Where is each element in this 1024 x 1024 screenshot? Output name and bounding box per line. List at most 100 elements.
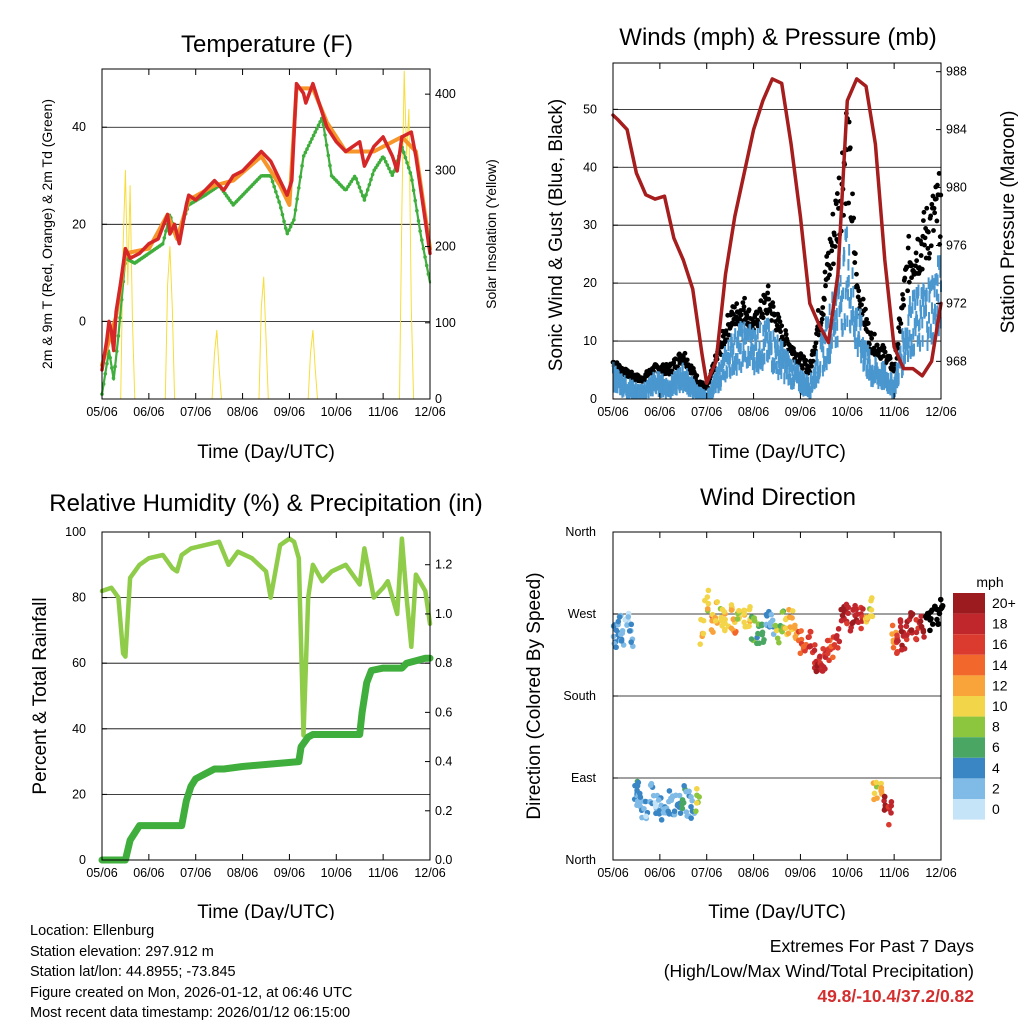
- direction-point: [755, 630, 761, 637]
- dewpoint-point: [164, 229, 168, 233]
- gust-point: [819, 316, 825, 322]
- dewpoint-point: [275, 195, 280, 199]
- gust-point: [932, 210, 938, 216]
- direction-point: [931, 603, 938, 610]
- dewpoint-point: [313, 130, 318, 134]
- gust-point: [836, 175, 842, 181]
- x-tick-label: 09/06: [274, 866, 305, 880]
- direction-point: [772, 623, 779, 629]
- direction-point: [647, 782, 654, 788]
- legend-label: 12: [992, 677, 1008, 693]
- direction-point: [620, 642, 627, 648]
- humidity-ticks: 0 20 40 60 80 100 0.0 0.2 0.4 0.6 0.8 1.0 1.2 05/06 06…: [65, 525, 452, 880]
- gust-point: [881, 353, 886, 359]
- gust-point: [829, 248, 835, 254]
- direction-point: [927, 617, 933, 623]
- wind-direction-panel: Wind Direction NorthEastSouthWestNorth05…: [524, 484, 1016, 920]
- direction-point: [669, 793, 676, 799]
- gust-point: [828, 266, 834, 271]
- temperature-grid: [102, 126, 430, 322]
- x-tick-label: 11/06: [368, 405, 398, 419]
- station-elevation: Station elevation: 297.912 m: [30, 943, 214, 960]
- gust-point: [926, 229, 931, 235]
- winds-panel: Winds (mph) & Pressure (mb) 0 10 20 30 40 50 9…: [546, 24, 1019, 463]
- legend-swatch: [953, 696, 985, 717]
- gust-point: [769, 318, 774, 323]
- gust-point: [900, 296, 906, 302]
- gust-point: [682, 350, 688, 356]
- direction-point: [868, 597, 874, 604]
- direction-point: [655, 797, 662, 803]
- gust-point: [813, 340, 819, 346]
- gust-point: [922, 235, 928, 241]
- direction-point: [917, 618, 924, 625]
- gust-point: [846, 200, 851, 206]
- gust-point: [831, 261, 836, 267]
- gust-point: [928, 243, 934, 249]
- gust-point: [922, 242, 927, 248]
- direction-point: [679, 797, 686, 803]
- direction-point: [636, 801, 643, 808]
- dewpoint-point: [357, 185, 362, 190]
- legend-swatch: [953, 716, 985, 738]
- direction-point: [897, 617, 904, 623]
- direction-point: [636, 790, 643, 797]
- gust-point: [825, 250, 831, 256]
- humidity-xlabel: Time (Day/UTC): [197, 902, 335, 920]
- y-tick-label: 40: [583, 160, 597, 174]
- x-tick-label: 09/06: [785, 405, 816, 419]
- direction-point: [618, 638, 625, 644]
- direction-point: [860, 606, 866, 612]
- dewpoint-point: [274, 189, 278, 194]
- direction-point: [894, 638, 900, 644]
- dewpoint-point: [280, 212, 285, 217]
- direction-point: [688, 803, 694, 810]
- direction-point: [824, 637, 831, 644]
- humidity-panel: Relative Humidity (%) & Precipitation (i…: [30, 490, 483, 920]
- y-tick-label: 40: [72, 120, 86, 134]
- dewpoint-point: [377, 160, 381, 165]
- dewpoint-point: [416, 219, 421, 223]
- dewpoint-point: [119, 297, 124, 302]
- x-tick-label: 10/06: [321, 866, 352, 880]
- dewpoint-point: [364, 193, 368, 197]
- direction-point: [869, 613, 876, 620]
- direction-point: [890, 644, 897, 651]
- dewpoint-point: [272, 184, 277, 189]
- dewpoint-point: [103, 371, 108, 376]
- dewpoint-point: [346, 184, 350, 189]
- gust-point: [937, 234, 943, 240]
- gust-point: [854, 271, 859, 277]
- dewpoint-point: [290, 221, 295, 226]
- dewpoint-point: [344, 187, 349, 192]
- temp-9m-series-line: [100, 86, 432, 367]
- legend-label: 14: [992, 657, 1008, 673]
- gust-point: [770, 304, 776, 309]
- gust-point: [754, 311, 760, 316]
- dewpoint-point: [295, 197, 299, 201]
- gust-point: [926, 255, 932, 261]
- y-tick-label: South: [563, 689, 596, 703]
- direction-point: [746, 623, 752, 629]
- direction-point: [873, 779, 879, 786]
- gust-point: [726, 332, 732, 338]
- direction-point: [769, 617, 776, 624]
- dewpoint-point: [379, 158, 383, 162]
- dewpoint-point: [382, 156, 386, 161]
- dewpoint-point: [410, 178, 414, 182]
- direction-point: [665, 808, 672, 815]
- gust-point: [898, 321, 904, 326]
- gust-point: [847, 145, 853, 151]
- y2-tick-label: 972: [946, 296, 967, 310]
- dewpoint-point: [420, 238, 424, 242]
- direction-point: [774, 635, 781, 642]
- legend-label: 18: [992, 616, 1008, 632]
- direction-point: [679, 801, 685, 808]
- legend-swatch: [953, 799, 985, 820]
- direction-point: [642, 798, 649, 805]
- direction-point: [824, 650, 831, 657]
- humidity-frame: [101, 531, 431, 861]
- winds-grid: [613, 108, 941, 342]
- dewpoint-point: [285, 231, 290, 236]
